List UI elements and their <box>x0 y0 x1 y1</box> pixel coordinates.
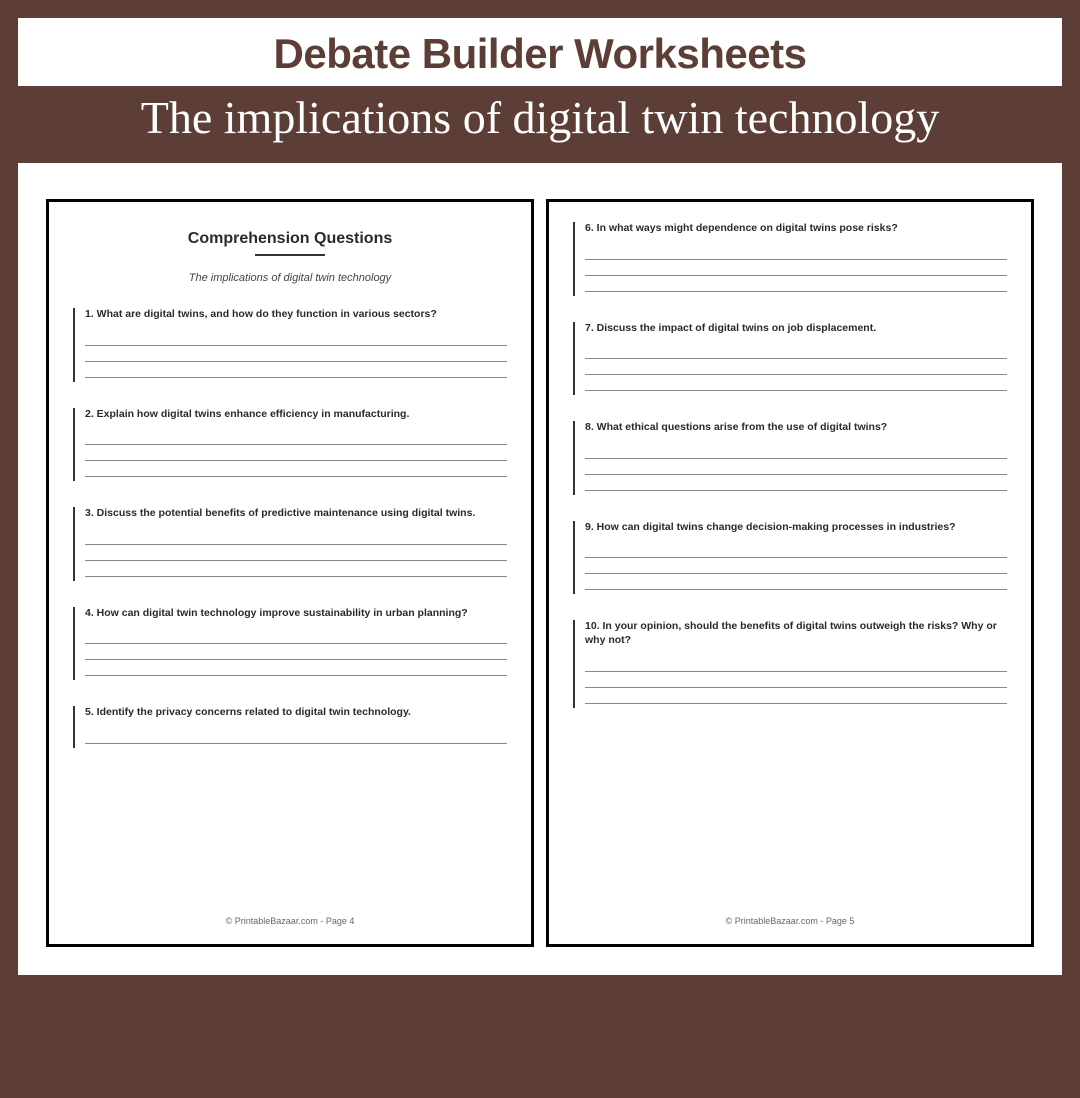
answer-line <box>85 350 507 362</box>
pages-container: Comprehension Questions The implications… <box>18 163 1062 975</box>
answer-line <box>585 562 1007 574</box>
answer-line <box>585 692 1007 704</box>
answer-line <box>85 366 507 378</box>
page-title: Comprehension Questions <box>73 230 507 248</box>
answer-line <box>85 549 507 561</box>
question-text: 1. What are digital twins, and how do th… <box>85 308 507 322</box>
question-text: 6. In what ways might dependence on digi… <box>585 222 1007 236</box>
title-underline <box>255 254 325 256</box>
answer-line <box>585 447 1007 459</box>
page-footer: © PrintableBazaar.com - Page 5 <box>573 906 1007 926</box>
question-text: 3. Discuss the potential benefits of pre… <box>85 507 507 521</box>
answer-line <box>85 664 507 676</box>
answer-line <box>85 533 507 545</box>
question-block: 1. What are digital twins, and how do th… <box>73 308 507 382</box>
question-block: 8. What ethical questions arise from the… <box>573 421 1007 495</box>
answer-line <box>85 565 507 577</box>
question-text: 10. In your opinion, should the benefits… <box>585 620 1007 647</box>
question-text: 8. What ethical questions arise from the… <box>585 421 1007 435</box>
question-block: 2. Explain how digital twins enhance eff… <box>73 408 507 482</box>
question-block: 3. Discuss the potential benefits of pre… <box>73 507 507 581</box>
answer-line <box>585 248 1007 260</box>
answer-line <box>585 363 1007 375</box>
question-text: 9. How can digital twins change decision… <box>585 521 1007 535</box>
answer-line <box>585 347 1007 359</box>
page-topic: The implications of digital twin technol… <box>73 272 507 284</box>
answer-line <box>585 546 1007 558</box>
question-text: 5. Identify the privacy concerns related… <box>85 706 507 720</box>
question-text: 7. Discuss the impact of digital twins o… <box>585 322 1007 336</box>
answer-line <box>585 463 1007 475</box>
question-block: 7. Discuss the impact of digital twins o… <box>573 322 1007 396</box>
question-block: 4. How can digital twin technology impro… <box>73 607 507 681</box>
question-block: 10. In your opinion, should the benefits… <box>573 620 1007 707</box>
question-text: 2. Explain how digital twins enhance eff… <box>85 408 507 422</box>
answer-line <box>85 732 507 744</box>
answer-line <box>85 433 507 445</box>
answer-line <box>585 578 1007 590</box>
header-box: Debate Builder Worksheets <box>18 18 1062 86</box>
subtitle: The implications of digital twin technol… <box>0 86 1080 163</box>
question-block: 5. Identify the privacy concerns related… <box>73 706 507 748</box>
answer-line <box>85 648 507 660</box>
answer-line <box>85 632 507 644</box>
question-text: 4. How can digital twin technology impro… <box>85 607 507 621</box>
question-block: 9. How can digital twins change decision… <box>573 521 1007 595</box>
answer-line <box>585 479 1007 491</box>
header-title: Debate Builder Worksheets <box>38 30 1042 78</box>
answer-line <box>85 449 507 461</box>
answer-line <box>585 264 1007 276</box>
answer-line <box>585 280 1007 292</box>
answer-line <box>85 334 507 346</box>
answer-line <box>585 660 1007 672</box>
answer-line <box>585 379 1007 391</box>
question-block: 6. In what ways might dependence on digi… <box>573 222 1007 296</box>
worksheet-page-left: Comprehension Questions The implications… <box>46 199 534 947</box>
page-footer: © PrintableBazaar.com - Page 4 <box>73 906 507 926</box>
answer-line <box>585 676 1007 688</box>
worksheet-page-right: 6. In what ways might dependence on digi… <box>546 199 1034 947</box>
answer-line <box>85 465 507 477</box>
